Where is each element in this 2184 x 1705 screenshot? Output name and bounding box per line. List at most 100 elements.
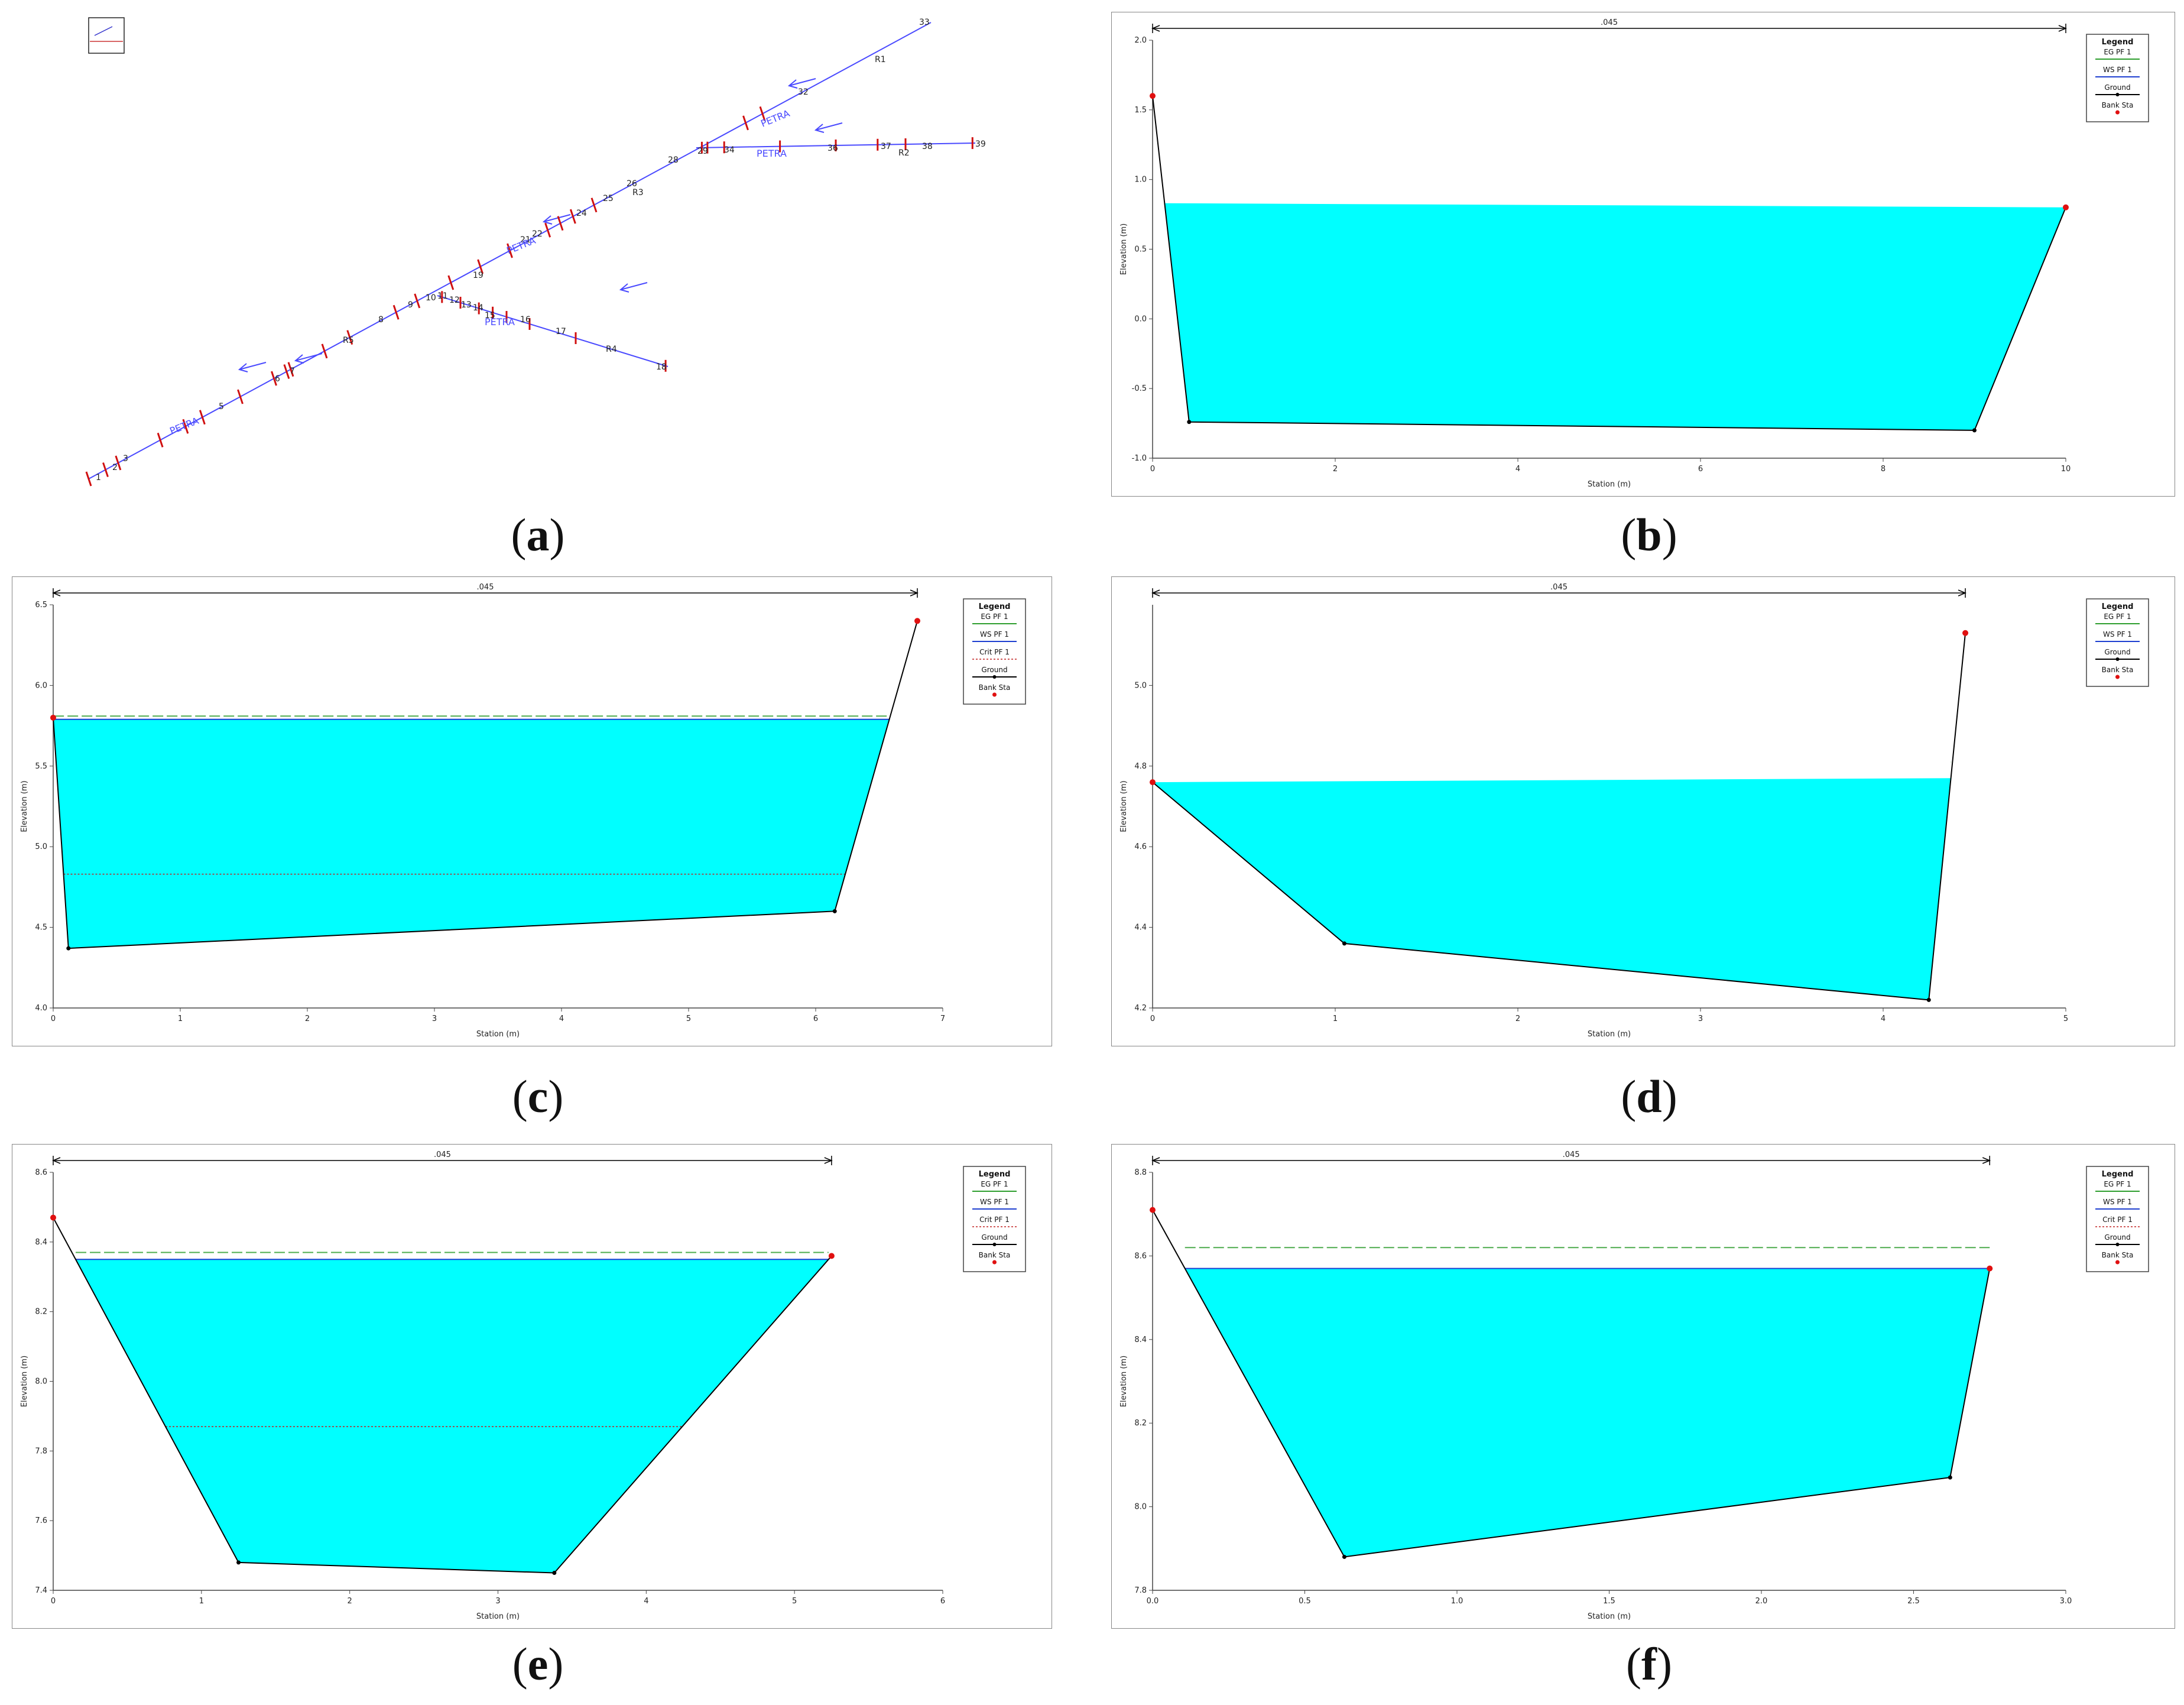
bank-station-point (1987, 1265, 1993, 1272)
legend-entry: Crit PF 1 (979, 648, 1010, 656)
water-area (1185, 1268, 1990, 1557)
caption-c: (c) (512, 1071, 564, 1122)
ground-point (236, 1560, 241, 1565)
y-tick-label: 8.4 (1134, 1336, 1147, 1344)
caption-e: (e) (512, 1638, 564, 1690)
y-tick-label: 6.0 (35, 681, 47, 690)
legend-box (2086, 1166, 2149, 1272)
ground-point (1187, 420, 1192, 424)
x-tick-label: 0.0 (1147, 1597, 1159, 1606)
map-reach-label: R5 (343, 336, 354, 345)
y-tick-label: -0.5 (1132, 384, 1147, 393)
flow-arrow-icon (239, 362, 267, 370)
bank-station-point (50, 1214, 56, 1221)
y-axis-label: Elevation (m) (1119, 780, 1128, 832)
y-tick-label: 2.0 (1134, 36, 1147, 45)
map-station-label: 16 (520, 315, 531, 325)
y-tick-label: 5.0 (35, 842, 47, 851)
map-station-mark (590, 197, 598, 213)
map-river-label: PETRA (485, 316, 515, 328)
flow-arrow-icon (542, 215, 553, 225)
flow-arrow-icon (295, 353, 323, 361)
legend-box (2086, 598, 2149, 687)
bank-station-point (1150, 93, 1156, 99)
legend-title: Legend (979, 602, 1011, 611)
legend-entry: WS PF 1 (980, 1198, 1009, 1206)
bank-station-point (1150, 779, 1156, 786)
y-axis-label: Elevation (m) (20, 780, 29, 832)
map-station-marks (85, 106, 973, 487)
map-station-label: 2 (112, 463, 118, 472)
ground-line (1152, 1210, 1991, 1558)
map-station-label: 28 (668, 155, 679, 165)
map-station-mark (507, 243, 513, 258)
x-tick-label: 2.5 (1907, 1597, 1920, 1606)
legend-ground-dot (2115, 1243, 2120, 1246)
map-station-label: 29 (697, 147, 708, 156)
legend-entry: Ground (2104, 83, 2130, 92)
water-area (53, 719, 890, 949)
legend-entry: EG PF 1 (981, 612, 1008, 621)
map-station-label: 17 (556, 327, 566, 336)
map-station-mark (85, 471, 92, 487)
bank-station-point (1962, 630, 1969, 636)
x-tick-label: 0 (51, 1014, 56, 1023)
legend-entry: Bank Sta (979, 683, 1011, 692)
x-tick-label: 1 (1333, 1014, 1338, 1023)
legend-bank-swatch (992, 1260, 997, 1265)
legend-bank-swatch (2115, 110, 2120, 115)
map-station-mark (102, 462, 109, 478)
legend-entry: Bank Sta (2102, 1251, 2134, 1259)
map-station-mark (392, 304, 400, 320)
y-tick-label: 4.6 (1134, 842, 1147, 851)
map-station-label: 37 (881, 142, 891, 151)
y-tick-label: 6.5 (35, 601, 47, 610)
bank-station-point (914, 618, 920, 624)
bank-station-point (828, 1253, 835, 1259)
x-tick-label: 2 (1333, 465, 1338, 474)
legend-box (963, 598, 1026, 705)
caption-b: (b) (1621, 509, 1677, 560)
x-tick-label: 3.0 (2060, 1597, 2072, 1606)
flow-arrow-icon (543, 214, 571, 222)
map-north-arrow-icon (94, 26, 113, 36)
map-station-label: 5 (219, 402, 224, 411)
y-tick-label: 4.5 (35, 923, 47, 932)
y-tick-label: 0.0 (1134, 315, 1147, 323)
x-axis-label: Station (m) (1588, 1612, 1631, 1621)
x-tick-label: 3 (495, 1597, 500, 1606)
map-station-mark (182, 419, 189, 434)
y-axis-label: Elevation (m) (1119, 1356, 1128, 1407)
x-tick-label: 10 (2061, 465, 2071, 474)
map-station-mark (759, 106, 766, 121)
map-station-label: 38 (922, 142, 933, 151)
map-river-label: PETRA (168, 415, 200, 437)
y-tick-label: 4.0 (35, 1004, 47, 1013)
legend-entry: Bank Sta (2102, 101, 2134, 109)
water-area (1153, 778, 1951, 1000)
map-station-label: 25 (603, 194, 614, 203)
manning-arrow-icon (1151, 25, 1160, 32)
x-tick-label: 4 (1516, 465, 1520, 474)
cross-section-chart-d: 0 1 2 3 4 5 4.2 4.4 4.6 4.8 5.0 Station (m) Elevatio… (1111, 576, 2175, 1046)
legend-entry: Crit PF 1 (2102, 1215, 2133, 1224)
flow-arrow-icon (788, 78, 816, 86)
flow-arrow-icon (238, 363, 248, 372)
map-reach-label: R4 (606, 345, 617, 354)
map-reach-lines (88, 22, 976, 479)
map-station-mark (569, 209, 576, 224)
legend-entry: WS PF 1 (2103, 630, 2132, 638)
legend-entry: Ground (981, 1233, 1007, 1242)
map-station-mark (237, 389, 244, 404)
caption-a: (a) (511, 509, 565, 560)
legend-bank-swatch (992, 692, 997, 697)
map-station-label: 39 (975, 140, 986, 149)
ground-point (1926, 997, 1931, 1002)
flow-arrow-icon (294, 354, 304, 364)
cross-section-chart-f: 0.0 0.5 1.0 1.5 2.0 2.5 3.0 7.8 8.0 8.2 8.4 8.6 8.8 S… (1111, 1144, 2175, 1629)
manning-arrow-icon (2058, 25, 2067, 32)
y-tick-label: 4.2 (1134, 1004, 1147, 1013)
x-tick-label: 4 (559, 1014, 564, 1023)
map-station-mark (414, 293, 421, 309)
